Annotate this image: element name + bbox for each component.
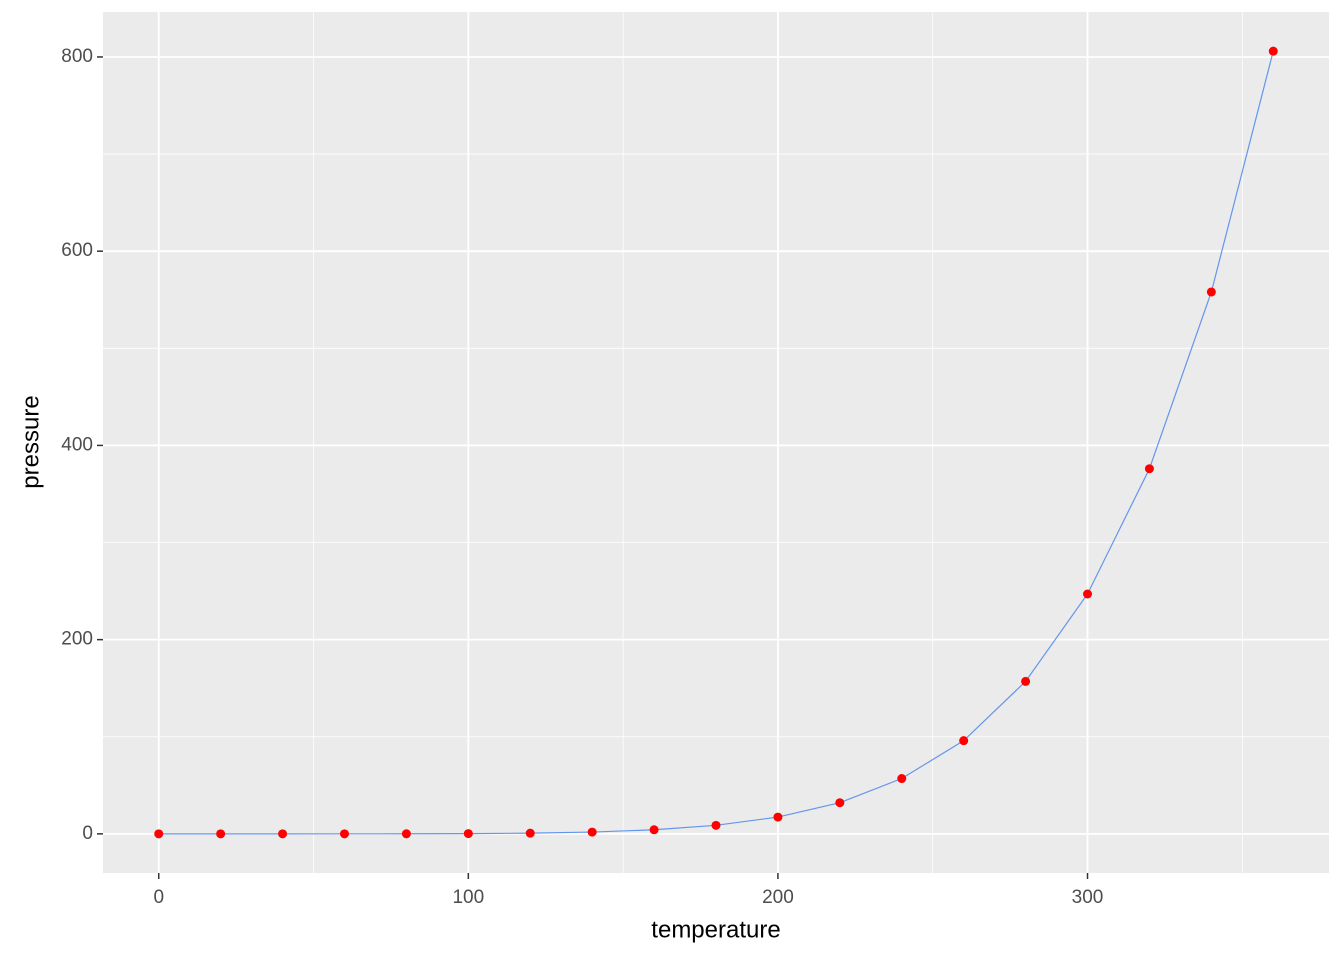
point	[525, 828, 535, 838]
point	[1206, 287, 1216, 297]
point	[463, 829, 473, 839]
point	[278, 829, 288, 839]
point	[587, 827, 597, 837]
y-tick-label: 0	[82, 823, 93, 844]
point	[1144, 464, 1154, 474]
point	[835, 798, 845, 808]
point	[711, 820, 721, 830]
point	[1083, 589, 1093, 599]
point	[649, 825, 659, 835]
x-tick-label: 100	[452, 887, 484, 908]
point	[154, 829, 164, 839]
x-tick-label: 200	[762, 887, 794, 908]
x-tick-label: 300	[1072, 887, 1104, 908]
x-tick-label: 0	[153, 887, 164, 908]
point	[339, 829, 349, 839]
point	[897, 774, 907, 784]
point	[959, 736, 969, 746]
marks	[154, 46, 1278, 839]
y-tick-label: 600	[61, 240, 93, 261]
point	[1021, 676, 1031, 686]
y-tick-label: 400	[61, 434, 93, 455]
y-tick-label: 800	[61, 46, 93, 67]
point	[216, 829, 226, 839]
panel	[103, 12, 1329, 873]
y-axis-title: pressure	[17, 395, 44, 488]
point	[401, 829, 411, 839]
grid	[103, 12, 1329, 873]
point	[1268, 46, 1278, 56]
point	[773, 812, 783, 822]
x-axis-title: temperature	[651, 916, 780, 943]
y-tick-label: 200	[61, 629, 93, 650]
